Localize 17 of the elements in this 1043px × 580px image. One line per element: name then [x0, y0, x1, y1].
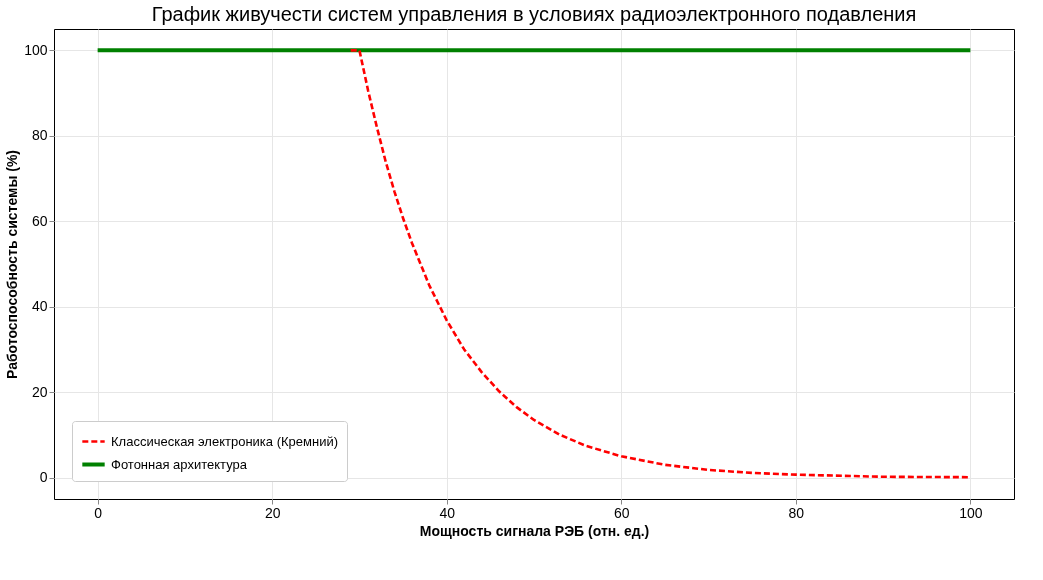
- y-tick-label: 60: [31, 212, 48, 229]
- y-tick-label: 40: [31, 298, 48, 315]
- y-tick-label: 20: [31, 383, 48, 400]
- x-tick-label: 100: [959, 504, 983, 521]
- legend-label: Классическая электроника (Кремний): [111, 433, 339, 449]
- x-tick-label: 80: [788, 504, 805, 521]
- x-axis-title: Мощность сигнала РЭБ (отн. ед.): [419, 522, 650, 539]
- x-tick-label: 60: [613, 504, 630, 521]
- x-tick-label: 20: [264, 504, 281, 521]
- x-tick-label: 0: [94, 504, 103, 521]
- y-axis-title: Работоспособность системы (%): [4, 150, 21, 379]
- y-tick-label: 100: [24, 41, 48, 58]
- legend-label: Фотонная архитектура: [111, 456, 248, 472]
- x-tick-label: 40: [439, 504, 456, 521]
- chart-title: График живучести систем управления в условиях радиоэлектронного подавления: [151, 3, 917, 25]
- y-tick-label: 80: [31, 127, 48, 144]
- y-tick-label: 0: [39, 469, 48, 486]
